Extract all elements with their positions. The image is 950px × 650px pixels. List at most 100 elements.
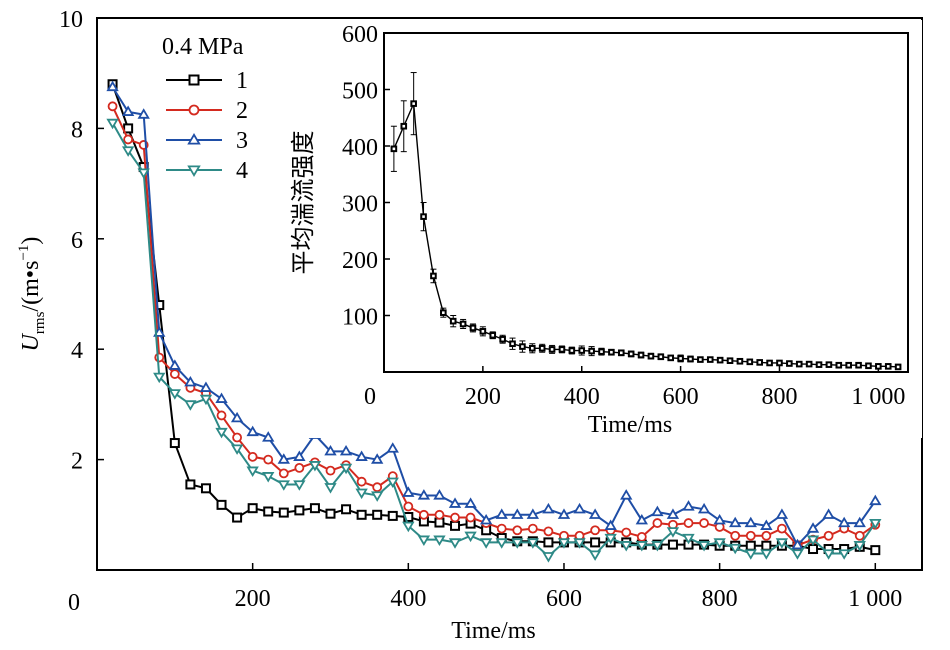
legend-label-4: 4 (236, 158, 248, 184)
x-tick-label: 200 (235, 586, 271, 612)
data-point (527, 523, 538, 534)
data-point (262, 431, 275, 442)
data-point (495, 508, 508, 519)
inset-data-point (637, 351, 645, 359)
data-point (355, 450, 368, 461)
data-point (620, 489, 633, 500)
data-point (854, 530, 865, 541)
inset-data-point (766, 359, 773, 367)
inset-series-line (393, 103, 899, 368)
data-point (450, 520, 461, 531)
data-point (666, 508, 680, 519)
data-point (169, 369, 180, 379)
data-point (496, 523, 507, 534)
data-point (339, 444, 353, 456)
inset-data-point (400, 122, 408, 130)
inset-data-point (588, 347, 595, 355)
data-point (417, 535, 431, 547)
data-point (666, 527, 680, 538)
data-point (729, 543, 742, 555)
y-axis-title-superscript: −1 (16, 245, 32, 261)
inset-data-point (697, 356, 704, 363)
inset-data-point (598, 348, 605, 355)
inset-data-point (608, 348, 615, 356)
inset-y-tick-label: 300 (342, 192, 378, 218)
inset-data-point (865, 362, 872, 370)
inset-x-tick-label: 800 (761, 384, 797, 410)
inset-y-tick-label: 400 (342, 135, 378, 161)
data-point (822, 549, 835, 560)
y-axis-title-main: U (18, 332, 44, 351)
data-point (154, 352, 165, 363)
data-point (372, 482, 383, 493)
data-point (263, 506, 274, 517)
data-point (106, 80, 119, 92)
legend-label-1: 1 (236, 68, 248, 94)
y-tick-label: 6 (71, 228, 83, 254)
data-point (667, 539, 678, 550)
inset-data-point (805, 360, 813, 368)
data-point (387, 510, 398, 521)
x-axis-title: Time/ms (451, 618, 535, 644)
data-point (853, 541, 866, 552)
legend-marker-4 (187, 165, 201, 177)
data-point (106, 118, 119, 130)
legend: 0.4 MPa 1 2 3 4 (162, 34, 248, 184)
inset-data-point (578, 347, 586, 354)
data-point (760, 549, 773, 560)
data-point (511, 538, 524, 549)
inset-data-point (835, 361, 843, 369)
inset-data-point (420, 213, 427, 220)
inset-chart: 200 400 600 800 1 000 100 200 300 400 500 600 0 Time… (283, 20, 922, 438)
x-tick-label: 1 000 (848, 586, 902, 612)
data-point (169, 438, 180, 449)
inset-x-tick-label: 400 (564, 384, 600, 410)
data-point (199, 394, 213, 406)
data-point (277, 453, 290, 464)
data-point (448, 538, 462, 549)
inset-data-point (776, 359, 783, 367)
data-point (137, 168, 150, 179)
data-point (246, 425, 259, 437)
data-point (635, 541, 648, 552)
data-point (464, 497, 477, 508)
legend-title: 0.4 MPa (162, 34, 244, 60)
data-point (636, 531, 647, 542)
data-point (588, 508, 602, 519)
y-axis-title: Urms/(m•s−1) (16, 237, 48, 352)
data-point (372, 509, 383, 520)
data-point (542, 552, 555, 563)
legend-label-2: 2 (236, 98, 248, 124)
data-point (356, 509, 367, 520)
data-point (168, 389, 182, 400)
data-point (479, 538, 493, 549)
inset-data-point (677, 355, 684, 362)
series-3 (106, 80, 882, 550)
data-point (107, 101, 118, 112)
inset-data-point (845, 361, 852, 369)
inset-data-point (756, 359, 763, 366)
data-point (604, 533, 617, 545)
data-point (215, 427, 228, 439)
data-point (402, 486, 415, 497)
y-axis-title-close: ) (18, 237, 44, 245)
data-point (324, 444, 337, 456)
data-point (869, 518, 882, 530)
data-point (652, 518, 663, 528)
data-point (853, 516, 866, 528)
inset-data-point (440, 309, 447, 316)
main-chart-axes: 200 400 600 800 1 0002468100Time/msUrms/(m•s… (16, 7, 923, 644)
inset-data-point (726, 357, 734, 364)
inset-y-tick-label: 500 (342, 79, 378, 105)
data-point (184, 400, 197, 411)
data-point (230, 444, 244, 455)
data-point (215, 392, 228, 403)
data-point (511, 508, 524, 519)
data-point (232, 432, 242, 443)
data-point (823, 530, 834, 541)
data-point (760, 519, 773, 530)
inset-data-point (548, 346, 556, 353)
data-point (168, 359, 182, 370)
data-point (232, 512, 243, 523)
inset-data-point (459, 320, 467, 328)
